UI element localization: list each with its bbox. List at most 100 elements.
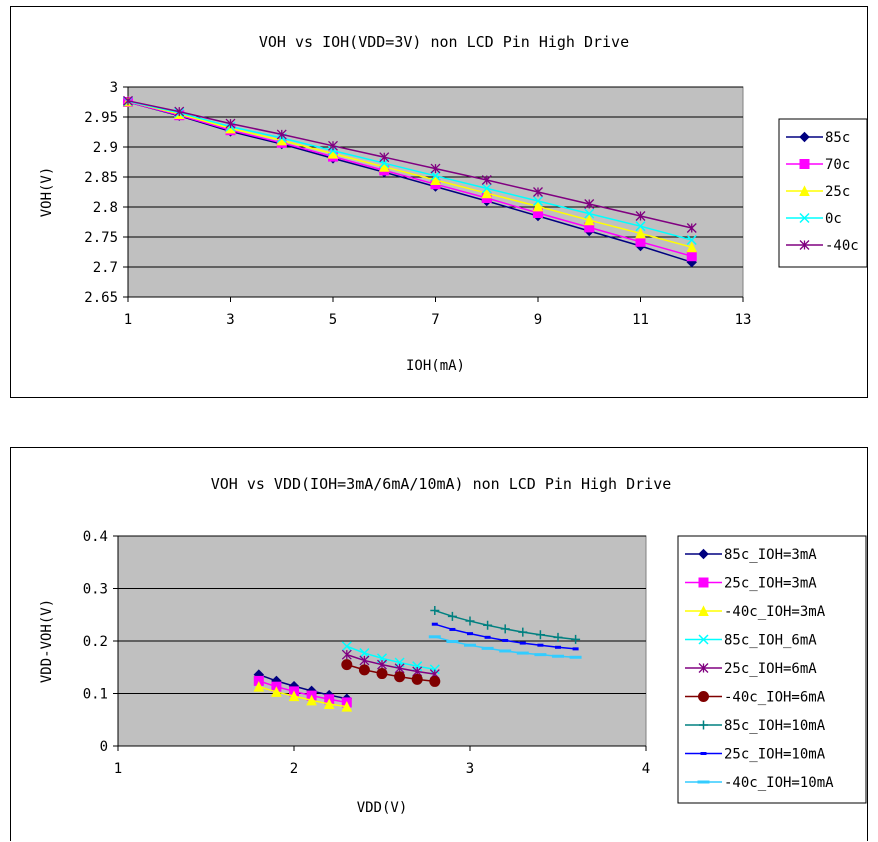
series-line [127,101,692,257]
y-tick-label: 0.2 [83,634,108,650]
data-point [276,129,287,140]
data-point [686,234,697,246]
series-line [127,101,692,263]
data-point [584,208,595,219]
series-line [127,100,692,248]
chart-voh-vs-ioh-svg: VOH vs IOH(VDD=3V) non LCD Pin High Driv… [39,33,868,374]
data-point [481,175,492,185]
data-point [500,624,510,634]
data-point [341,641,352,652]
data-point [359,648,370,659]
data-point [483,620,493,630]
x-tick-label: 9 [534,312,542,328]
x-tick-label: 13 [735,312,752,328]
x-tick-label: 3 [226,312,234,328]
data-point [430,606,440,616]
legend-label: 85c_IOH=10mA [724,718,826,734]
legend-marker [698,577,709,588]
data-point [532,195,544,207]
legend-label: 25c_IOH=6mA [724,661,817,677]
x-tick-label: 5 [329,312,337,328]
legend-label: 25c [825,184,850,200]
data-point [430,163,441,174]
x-tick-label: 11 [632,312,649,328]
y-axis-label: VDD-VOH(V) [39,599,55,683]
legend-marker [698,548,709,560]
y-tick-label: 2.9 [93,140,118,156]
data-point [411,673,423,685]
legend-box [677,535,867,804]
data-point [288,690,300,702]
legend-marker [698,663,709,673]
y-tick-label: 2.75 [84,230,118,246]
x-tick-label: 2 [290,761,298,777]
data-point [686,241,698,253]
data-point [358,664,370,676]
legend-label: 85c_IOH=3mA [724,547,817,563]
data-point [533,187,543,197]
data-point [174,106,185,117]
legend-marker [698,605,709,616]
series-line [127,100,692,229]
data-point [481,183,492,194]
y-tick-label: 2.8 [93,200,118,216]
series-8 [428,635,582,659]
data-point [376,668,388,680]
x-tick-label: 3 [466,761,474,777]
data-point [635,236,646,247]
y-tick-label: 0.3 [83,582,108,598]
y-tick-label: 2.85 [84,170,118,186]
data-point [378,161,390,172]
chart-voh-vs-vdd-svg: VOH vs VDD(IOH=3mA/6mA/10mA) non LCD Pin… [39,475,867,816]
x-tick-label: 7 [431,312,439,328]
data-point [430,170,441,181]
x-axis-label: IOH(mA) [406,358,465,374]
x-tick-label: 4 [642,761,650,777]
chart-title: VOH vs VDD(IOH=3mA/6mA/10mA) non LCD Pin… [211,475,672,493]
series-4 [123,95,697,233]
data-point [253,681,265,692]
y-tick-label: 2.7 [93,260,118,276]
data-point [377,659,387,670]
legend-box [778,118,868,268]
legend-marker [799,185,810,196]
series-2 [253,681,353,712]
legend-marker [799,159,810,169]
legend-label: 0c [825,211,842,227]
data-point [583,214,595,226]
data-point [328,140,338,151]
legend-marker [699,720,708,730]
data-point [306,694,317,706]
data-point [635,227,646,239]
data-point [535,630,545,640]
data-point [271,686,282,697]
chart-title: VOH vs IOH(VDD=3V) non LCD Pin High Driv… [259,33,629,51]
y-tick-label: 3 [110,80,118,96]
data-point [341,649,352,660]
x-tick-label: 1 [124,312,132,328]
legend-marker [799,212,810,224]
data-point [341,659,353,671]
data-point [394,671,406,683]
data-point [429,664,440,675]
series-6 [430,606,581,644]
x-axis-label: VDD(V) [357,800,408,816]
data-point [323,698,335,709]
data-point [465,616,475,626]
legend-marker [698,634,709,645]
legend-label: -40c_IOH=10mA [724,775,834,791]
data-point [447,611,457,621]
data-point [553,632,563,642]
data-point [532,200,544,212]
legend-label: 85c [825,130,850,146]
legend-label: -40c_IOH=6mA [724,690,826,706]
legend-label: -40c_IOH=3mA [724,604,826,620]
data-point [430,174,441,185]
data-point [123,95,133,106]
data-point [584,199,595,209]
y-tick-label: 0.4 [83,529,108,545]
x-tick-label: 1 [114,761,122,777]
legend-marker [799,131,810,143]
series-3 [122,96,697,246]
legend-label: -40c [825,238,859,254]
